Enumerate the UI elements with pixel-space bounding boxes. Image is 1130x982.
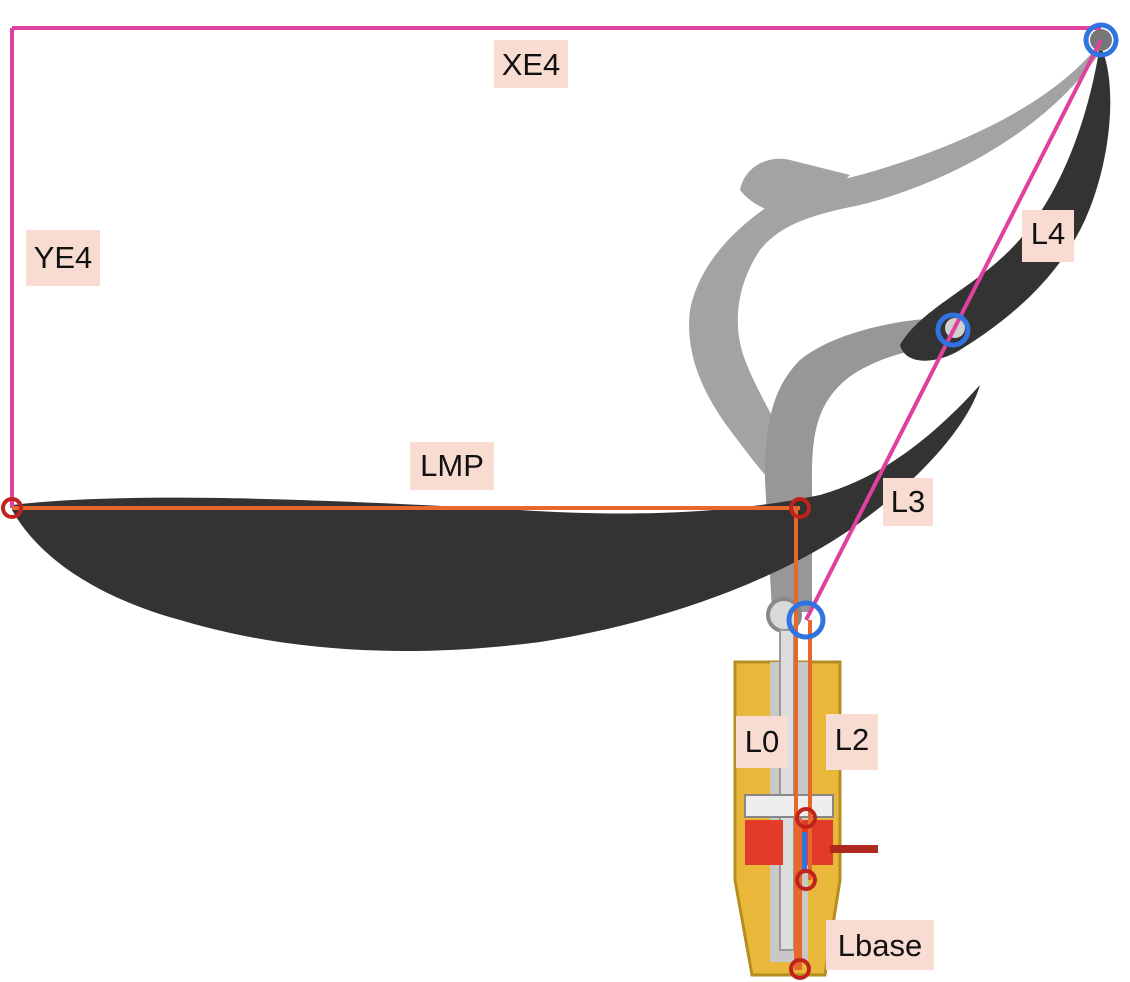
red-joint-upper-base [795,807,817,829]
dark-links [12,29,1112,651]
base-blue-marker [801,832,807,870]
base-collar [744,794,834,818]
label-lbase: Lbase [826,920,934,970]
dark-upper-finger [900,45,1111,361]
label-xe4-text: XE4 [502,47,561,82]
label-l3-text: L3 [891,484,925,519]
blue-joint-top-right [1083,22,1119,58]
magenta-dimensions [10,26,1103,621]
grey-link-upper-arm [689,40,1108,480]
label-l0-text: L0 [745,724,779,759]
label-lbase-text: Lbase [838,928,922,963]
label-lmp: LMP [410,442,494,490]
red-joint-bottom-base [789,958,811,980]
blue-joint-mid [935,312,971,348]
base-rod [779,629,795,951]
label-lmp-text: LMP [420,448,484,483]
blue-joints [786,22,1119,640]
l4-l3-line [804,39,1103,621]
red-joint-left-tip [1,497,23,519]
label-ye4-text: YE4 [34,240,93,275]
label-l4-text: L4 [1031,216,1065,251]
blue-joint-base [786,600,826,640]
label-l2: L2 [826,714,878,770]
label-ye4: YE4 [26,230,100,286]
orange-dimensions [12,506,812,970]
grey-link-bump [740,158,850,215]
red-joint-lmp-end [789,497,811,519]
label-l4: L4 [1022,210,1074,262]
label-xe4: XE4 [494,40,568,88]
base-red-block-left [745,820,783,865]
label-l0: L0 [736,716,788,768]
red-joint-lower-base [795,869,817,891]
label-l2-text: L2 [835,722,869,757]
base-red-lever [830,845,878,853]
dark-lower-blade [12,385,980,651]
red-joints [1,497,817,980]
label-l3: L3 [883,478,933,526]
